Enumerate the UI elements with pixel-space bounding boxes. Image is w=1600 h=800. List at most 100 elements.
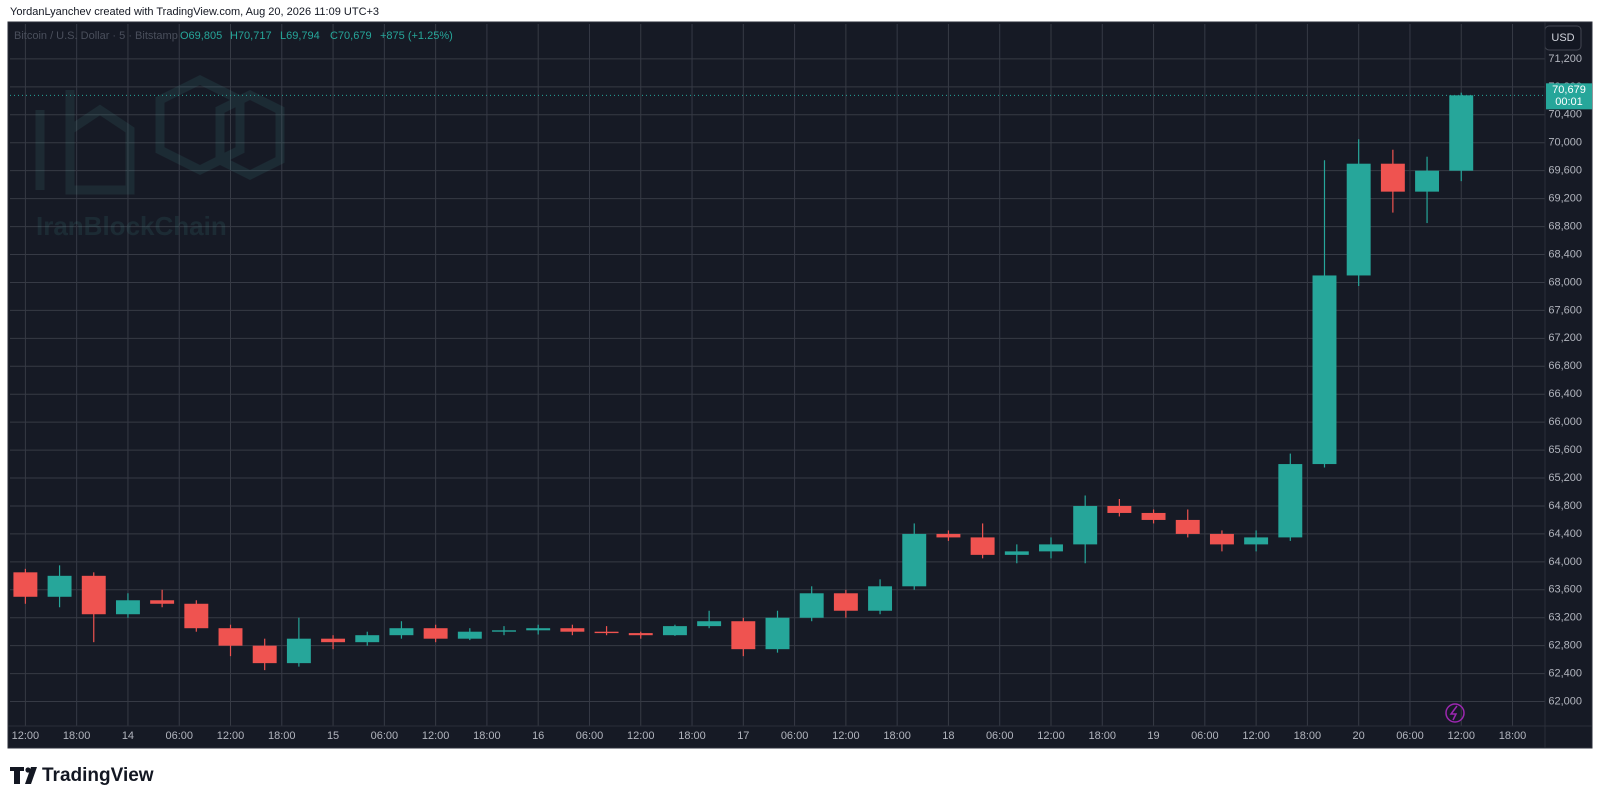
y-tick-label: 66,000 bbox=[1548, 416, 1582, 428]
x-tick-label: 12:00 bbox=[1447, 730, 1475, 742]
candle-body bbox=[697, 621, 722, 627]
footer-brand: TradingView bbox=[42, 765, 154, 786]
y-tick-label: 64,000 bbox=[1548, 556, 1582, 568]
header-text: YordanLyanchev created with TradingView.… bbox=[10, 6, 379, 18]
x-tick-label: 17 bbox=[737, 730, 749, 742]
x-tick-label: 18:00 bbox=[63, 730, 91, 742]
chart-panel bbox=[7, 21, 1593, 749]
candle-body bbox=[1244, 537, 1269, 545]
candle-body bbox=[902, 533, 927, 587]
candle-body bbox=[457, 631, 482, 639]
price-tag-countdown: 00:01 bbox=[1555, 96, 1583, 108]
x-tick-label: 18:00 bbox=[1294, 730, 1322, 742]
y-tick-label: 65,200 bbox=[1548, 472, 1582, 484]
candle-body bbox=[833, 593, 858, 611]
legend-close: C70,679 bbox=[330, 30, 372, 42]
y-tick-label: 62,800 bbox=[1548, 640, 1582, 652]
candle-body bbox=[1107, 505, 1132, 513]
y-tick-label: 66,400 bbox=[1548, 388, 1582, 400]
candle-body bbox=[1039, 544, 1063, 552]
y-tick-label: 66,800 bbox=[1548, 360, 1582, 372]
x-tick-label: 18:00 bbox=[1089, 730, 1117, 742]
candle-body bbox=[1380, 163, 1405, 192]
candle-body bbox=[115, 600, 140, 615]
x-tick-label: 06:00 bbox=[576, 730, 604, 742]
candle-body bbox=[218, 628, 243, 646]
legend-low: L69,794 bbox=[280, 30, 320, 42]
candle-body bbox=[150, 600, 175, 604]
candle-body bbox=[1141, 512, 1166, 520]
x-tick-label: 16 bbox=[532, 730, 544, 742]
logo-mark bbox=[25, 767, 31, 773]
y-tick-label: 71,200 bbox=[1548, 53, 1582, 65]
x-tick-label: 12:00 bbox=[12, 730, 40, 742]
price-tag bbox=[1546, 83, 1592, 110]
y-tick-label: 68,000 bbox=[1548, 276, 1582, 288]
candle-body bbox=[594, 631, 619, 634]
candle-body bbox=[252, 645, 277, 664]
x-tick-label: 18:00 bbox=[473, 730, 501, 742]
candle-body bbox=[81, 575, 106, 615]
legend-symbol: Bitcoin / U.S. Dollar · 5 · Bitstamp bbox=[14, 30, 178, 42]
y-tick-label: 64,400 bbox=[1548, 528, 1582, 540]
y-tick-label: 70,400 bbox=[1548, 109, 1582, 121]
x-tick-label: 06:00 bbox=[781, 730, 809, 742]
candle-body bbox=[1004, 551, 1029, 555]
candle-body bbox=[628, 633, 653, 636]
candle-body bbox=[286, 638, 311, 664]
y-tick-label: 62,400 bbox=[1548, 668, 1582, 680]
x-tick-label: 18:00 bbox=[678, 730, 706, 742]
x-tick-label: 12:00 bbox=[627, 730, 655, 742]
replay-icon-bolt bbox=[1449, 705, 1458, 721]
y-tick-label: 69,200 bbox=[1548, 193, 1582, 205]
x-tick-label: 12:00 bbox=[1037, 730, 1065, 742]
y-tick-label: 63,600 bbox=[1548, 584, 1582, 596]
y-tick-label: 68,400 bbox=[1548, 248, 1582, 260]
candle-body bbox=[936, 533, 961, 538]
x-tick-label: 12:00 bbox=[217, 730, 245, 742]
candle-body bbox=[13, 572, 38, 597]
x-tick-label: 06:00 bbox=[986, 730, 1014, 742]
x-tick-label: 15 bbox=[327, 730, 339, 742]
replay-icon[interactable] bbox=[1445, 703, 1465, 723]
footer-logo: TradingView bbox=[10, 765, 154, 786]
y-tick-label: 64,800 bbox=[1548, 500, 1582, 512]
price-tag-label: 70,679 bbox=[1552, 84, 1586, 96]
legend-change: +875 (+1.25%) bbox=[380, 30, 453, 42]
candle-body bbox=[321, 638, 346, 643]
x-tick-label: 12:00 bbox=[422, 730, 450, 742]
x-tick-label: 18:00 bbox=[268, 730, 296, 742]
logo-mark bbox=[25, 767, 37, 784]
candle-body bbox=[560, 628, 585, 632]
candle-body bbox=[47, 575, 72, 597]
candle-body bbox=[799, 593, 824, 618]
candle-body bbox=[1209, 533, 1234, 545]
candle-body bbox=[1073, 505, 1098, 545]
y-tick-label: 67,200 bbox=[1548, 332, 1582, 344]
x-tick-label: 18:00 bbox=[883, 730, 911, 742]
y-tick-label: 67,600 bbox=[1548, 304, 1582, 316]
x-tick-label: 18:00 bbox=[1499, 730, 1527, 742]
x-tick-label: 12:00 bbox=[832, 730, 860, 742]
candles bbox=[13, 92, 1474, 671]
candle-body bbox=[970, 537, 995, 555]
x-tick-label: 12:00 bbox=[1242, 730, 1270, 742]
y-tick-label: 62,000 bbox=[1548, 695, 1582, 707]
y-tick-label: 69,600 bbox=[1548, 165, 1582, 177]
candle-body bbox=[731, 621, 756, 650]
y-tick-label: 68,800 bbox=[1548, 220, 1582, 232]
candle-body bbox=[355, 635, 380, 643]
candle-body bbox=[1175, 519, 1200, 534]
x-tick-label: 20 bbox=[1353, 730, 1365, 742]
logo-mark bbox=[10, 767, 24, 784]
legend-open: O69,805 bbox=[180, 30, 222, 42]
candle-body bbox=[868, 586, 893, 611]
candle-body bbox=[1278, 464, 1303, 538]
x-tick-label: 19 bbox=[1147, 730, 1159, 742]
candle-body bbox=[1449, 95, 1474, 171]
x-tick-label: 14 bbox=[122, 730, 134, 742]
x-tick-label: 06:00 bbox=[165, 730, 193, 742]
currency-label: USD bbox=[1551, 32, 1574, 44]
y-tick-label: 65,600 bbox=[1548, 444, 1582, 456]
candle-body bbox=[526, 628, 551, 631]
